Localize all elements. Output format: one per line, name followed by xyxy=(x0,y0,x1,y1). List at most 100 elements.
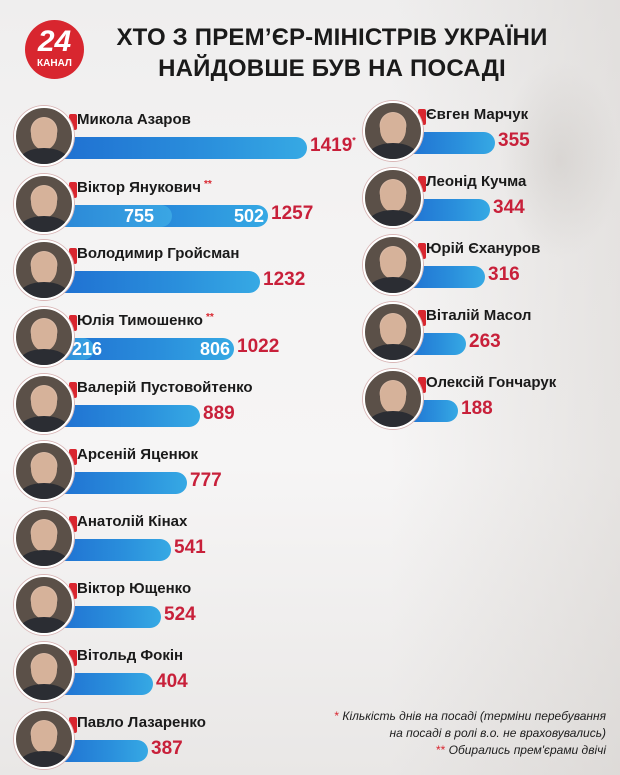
value-bar xyxy=(54,137,307,159)
first-term-value: 216 xyxy=(72,339,103,359)
red-flag-marker xyxy=(69,382,77,398)
suit-shape xyxy=(20,216,68,232)
avatar-photo xyxy=(14,642,74,702)
person-name: Анатолій Кінах xyxy=(77,513,187,530)
suit-shape xyxy=(20,550,68,566)
suit-shape xyxy=(20,148,68,164)
suit-shape xyxy=(20,349,68,365)
name-text: Олексій Гончарук xyxy=(426,374,557,391)
day-count-value: 1232 xyxy=(263,269,305,291)
logo-number: 24 xyxy=(37,25,72,58)
avatar-photo xyxy=(14,441,74,501)
suit-shape xyxy=(20,617,68,633)
suit-shape xyxy=(369,143,417,159)
value-text: 344 xyxy=(493,197,525,218)
value-text: 263 xyxy=(469,331,501,352)
suit-shape xyxy=(20,751,68,767)
avatar-photo xyxy=(14,307,74,367)
logo-text: КАНАЛ xyxy=(37,58,72,69)
avatar-photo xyxy=(14,709,74,769)
face-shape xyxy=(31,252,57,284)
value-text: 1022 xyxy=(237,336,280,357)
suit-shape xyxy=(369,210,417,226)
day-count-value: 188 xyxy=(461,398,493,420)
value-bar xyxy=(403,132,495,154)
person-name: Микола Азаров xyxy=(77,111,191,128)
face-shape xyxy=(380,247,406,279)
person-name: Віктор Янукович ** xyxy=(77,179,212,196)
name-text: Володимир Гройсман xyxy=(77,245,240,262)
red-flag-marker xyxy=(69,583,77,599)
day-count-value: 524 xyxy=(164,604,196,626)
value-bar xyxy=(54,673,153,695)
footnote-line-3: Обирались прем'єрами двічі xyxy=(448,743,606,757)
name-text: Анатолій Кінах xyxy=(77,513,188,530)
asterisk-mark: * xyxy=(352,135,356,146)
day-count-value: 1419* xyxy=(310,135,356,157)
avatar-photo xyxy=(363,235,423,295)
person-name: Віталій Масол xyxy=(426,307,531,324)
name-text: Валерій Пустовойтенко xyxy=(77,379,253,396)
name-text: Леонід Кучма xyxy=(426,173,527,190)
face-shape xyxy=(380,314,406,346)
suit-shape xyxy=(20,483,68,499)
red-flag-marker xyxy=(69,315,77,331)
second-term-value: 806 xyxy=(199,339,230,359)
suit-shape xyxy=(369,277,417,293)
person-name: Юрій Єхануров xyxy=(426,240,540,257)
face-shape xyxy=(31,453,57,485)
value-text: 355 xyxy=(498,130,530,151)
red-flag-marker xyxy=(69,717,77,733)
name-text: Віталій Масол xyxy=(426,307,532,324)
name-text: Вітольд Фокін xyxy=(77,647,184,664)
day-count-value: 777 xyxy=(190,470,222,492)
name-text: Павло Лазаренко xyxy=(77,714,206,731)
avatar-photo xyxy=(14,106,74,166)
person-name: Валерій Пустовойтенко xyxy=(77,379,253,396)
footnote-line-1: Кількість днів на посаді (терміни перебу… xyxy=(342,709,606,723)
red-flag-marker xyxy=(418,377,426,393)
suit-shape xyxy=(20,416,68,432)
day-count-value: 541 xyxy=(174,537,206,559)
value-text: 1232 xyxy=(263,269,306,290)
day-count-value: 316 xyxy=(488,264,520,286)
value-bar xyxy=(54,405,200,427)
day-count-value: 1022 xyxy=(237,336,279,358)
avatar-photo xyxy=(363,369,423,429)
avatar-photo xyxy=(14,240,74,300)
face-shape xyxy=(31,520,57,552)
name-text: Віктор Ющенко xyxy=(77,580,192,597)
background-emblem xyxy=(500,60,620,260)
value-text: 404 xyxy=(156,671,188,692)
person-name: Юлія Тимошенко ** xyxy=(77,312,214,329)
title-line-1: ХТО З ПРЕМ’ЄР-МІНІСТРІВ УКРАЇНИ xyxy=(116,24,548,51)
person-name: Вітольд Фокін xyxy=(77,647,183,664)
second-term-value: 502 xyxy=(233,206,264,226)
value-bar: 755 502 xyxy=(54,205,268,227)
face-shape xyxy=(380,180,406,212)
value-text: 188 xyxy=(461,398,493,419)
footnotes: * Кількість днів на посаді (терміни пере… xyxy=(334,708,606,759)
value-bar xyxy=(54,740,148,762)
red-flag-marker xyxy=(69,449,77,465)
value-text: 524 xyxy=(164,604,196,625)
name-text: Євген Марчук xyxy=(426,106,529,123)
background-decoration xyxy=(390,0,620,775)
red-flag-marker xyxy=(69,248,77,264)
value-text: 387 xyxy=(151,738,183,759)
red-flag-marker xyxy=(69,516,77,532)
value-bar xyxy=(54,606,161,628)
person-name: Леонід Кучма xyxy=(426,173,526,190)
person-name: Павло Лазаренко xyxy=(77,714,206,731)
first-term-segment xyxy=(54,205,172,227)
red-flag-marker xyxy=(69,114,77,130)
face-shape xyxy=(31,386,57,418)
face-shape xyxy=(380,113,406,145)
avatar-photo xyxy=(363,302,423,362)
day-count-value: 263 xyxy=(469,331,501,353)
suit-shape xyxy=(20,282,68,298)
day-count-value: 344 xyxy=(493,197,525,219)
title-line-2: НАЙДОВШЕ БУВ НА ПОСАДІ xyxy=(158,55,506,82)
name-text: Микола Азаров xyxy=(77,111,191,128)
red-flag-marker xyxy=(418,176,426,192)
